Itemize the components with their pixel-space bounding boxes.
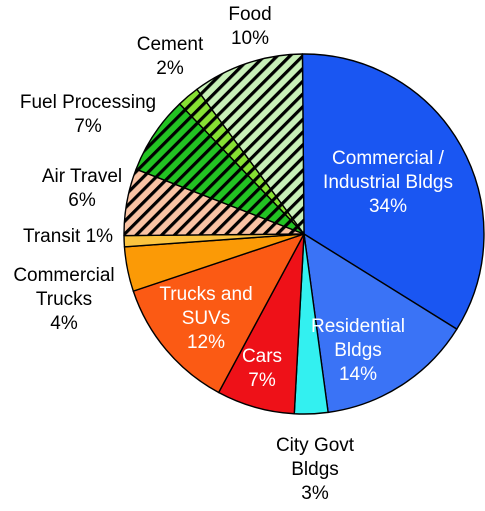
- slice-percent: 34%: [369, 196, 407, 217]
- slice-label-food: Food 10%: [228, 4, 271, 49]
- slice-percent: 7%: [248, 370, 276, 391]
- slice-label-line: Fuel Processing: [20, 92, 156, 113]
- slice-label-cars: Cars 7%: [242, 346, 282, 391]
- pie-slice-food: [196, 53, 305, 235]
- slice-label-line: Commercial /: [332, 148, 445, 169]
- slice-label-fuel-processing: Fuel Processing 7%: [20, 92, 156, 137]
- slice-percent: 3%: [301, 483, 329, 504]
- slice-label-line: Industrial Bldgs: [323, 172, 453, 193]
- slice-percent: 14%: [339, 364, 377, 385]
- slice-label-line: SUVs: [182, 308, 231, 329]
- slice-label-line: Cars: [242, 346, 282, 367]
- slice-percent: 6%: [68, 190, 96, 211]
- pie-slice-trucks-and-suvs: [132, 233, 305, 394]
- slice-percent: 7%: [74, 116, 102, 137]
- slice-label-line: Commercial: [13, 265, 114, 286]
- slice-label-line: Cement: [137, 34, 204, 55]
- slice-percent: 2%: [156, 58, 184, 79]
- slice-label-line: Residential: [311, 316, 405, 337]
- slice-label-line: Bldgs: [291, 459, 339, 480]
- slice-label-line: Trucks and: [159, 284, 252, 305]
- slice-label-city-govt-bldgs: City Govt Bldgs 3%: [276, 435, 355, 504]
- slice-label-residential-bldgs: Residential Bldgs 14%: [311, 316, 405, 385]
- slice-label-line: Trucks: [36, 289, 92, 310]
- slice-label-trucks-and-suvs: Trucks and SUVs 12%: [159, 284, 252, 353]
- pie-slice-residential-bldgs: [303, 233, 458, 414]
- slice-label-air-travel: Air Travel 6%: [42, 166, 122, 211]
- slice-label-line: City Govt: [276, 435, 355, 456]
- slice-percent: 12%: [187, 332, 225, 353]
- slice-label-line: Food: [228, 4, 271, 25]
- pie-slice-commercial-industrial-bldgs: [301, 53, 485, 330]
- slice-percent: 4%: [50, 313, 78, 334]
- slice-percent: 10%: [231, 28, 269, 49]
- slice-label-commercial-trucks: Commercial Trucks 4%: [13, 265, 114, 334]
- slice-label-line: Air Travel: [42, 166, 122, 187]
- slice-label-cement: Cement 2%: [137, 34, 204, 79]
- slice-label-transit: Transit 1%: [23, 226, 113, 247]
- slice-label-text: Transit 1%: [23, 226, 113, 247]
- slice-label-line: Bldgs: [334, 340, 382, 361]
- slice-label-commercial-industrial-bldgs: Commercial / Industrial Bldgs 34%: [323, 148, 453, 217]
